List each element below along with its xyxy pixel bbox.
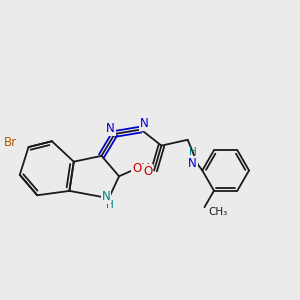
Text: OH: OH xyxy=(132,163,150,176)
Text: N: N xyxy=(106,122,115,135)
Text: Br: Br xyxy=(4,136,17,149)
Text: H: H xyxy=(106,200,114,210)
Text: N: N xyxy=(101,190,110,203)
Text: N: N xyxy=(188,157,197,169)
Text: N: N xyxy=(140,117,149,130)
Text: CH₃: CH₃ xyxy=(208,207,227,218)
Text: O: O xyxy=(143,165,152,178)
Text: H: H xyxy=(189,147,196,157)
